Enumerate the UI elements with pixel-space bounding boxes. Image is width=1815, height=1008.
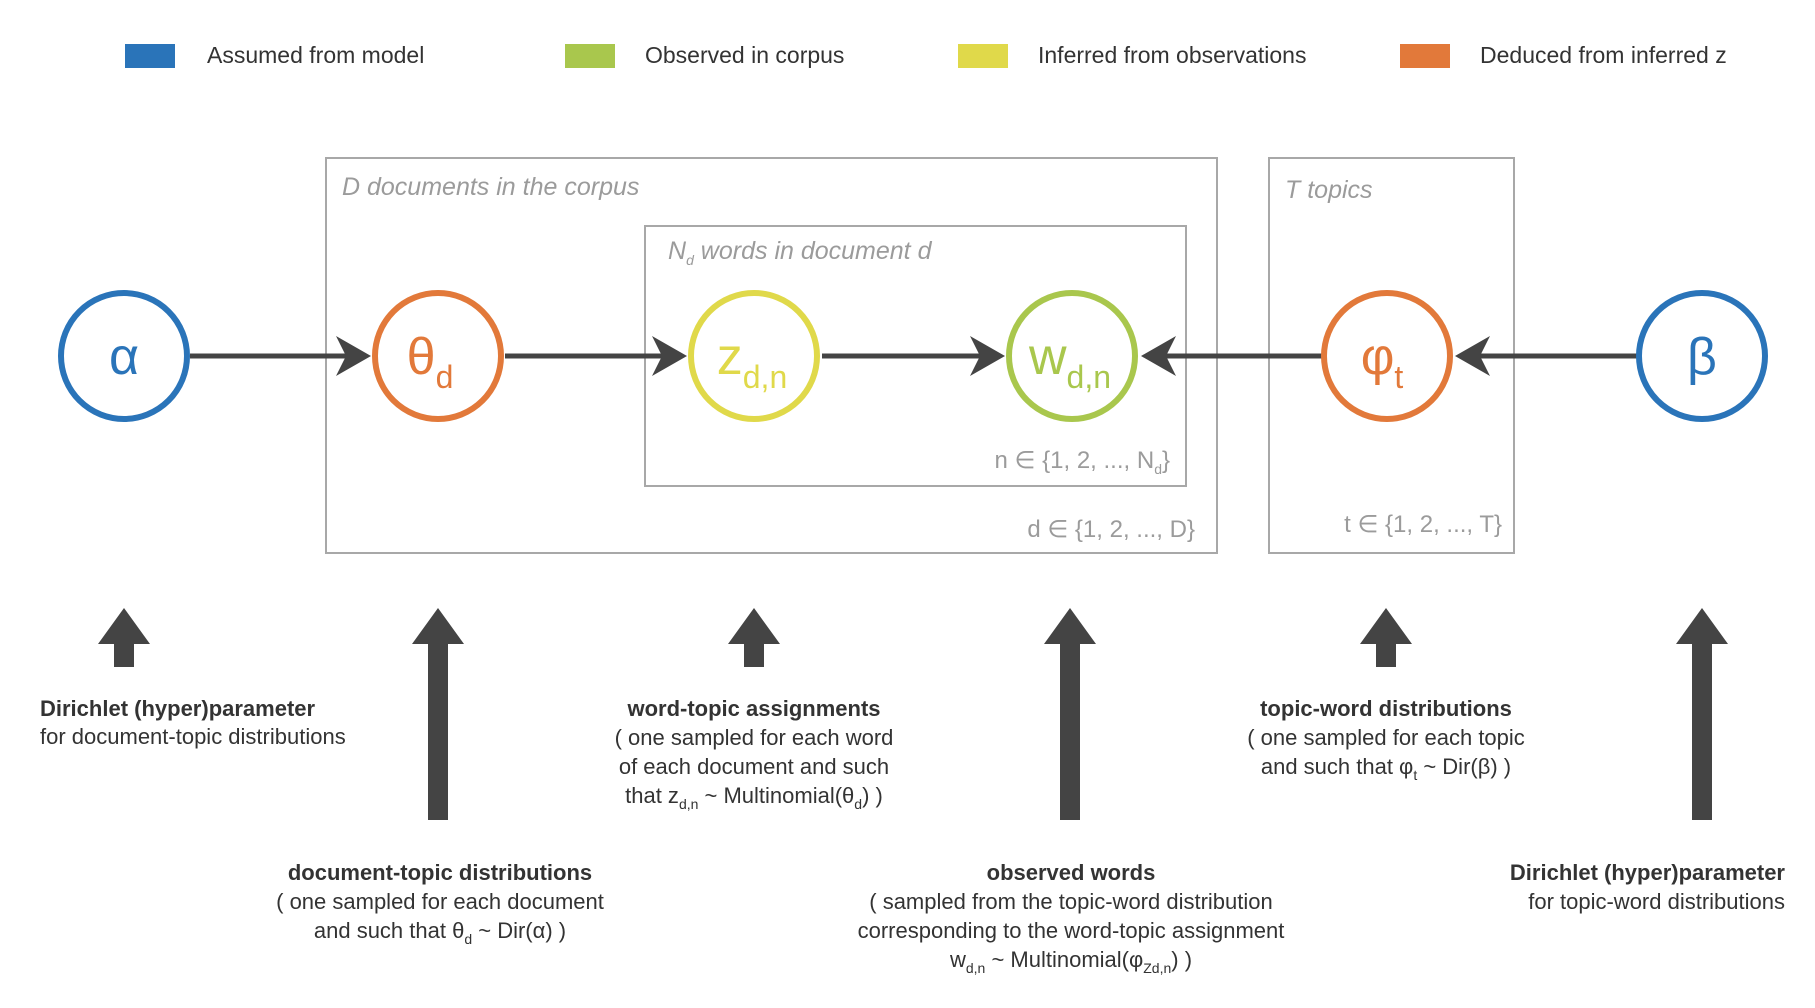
svg-text:wd,n: wd,n — [1028, 328, 1111, 395]
svg-text:and such that φt ~ Dir(β) ): and such that φt ~ Dir(β) ) — [1261, 754, 1511, 783]
svg-text:for topic-word distributions: for topic-word distributions — [1528, 889, 1785, 914]
plate-documents-title: D documents in the corpus — [342, 173, 639, 201]
plate-words-title: Nd words in document d — [668, 237, 933, 268]
svg-text:( sampled from the topic-word: ( sampled from the topic-word distributi… — [869, 889, 1273, 914]
description-w: observed words ( sampled from the topic-… — [858, 860, 1285, 976]
legend-label-assumed: Assumed from model — [207, 42, 424, 68]
description-beta: Dirichlet (hyper)parameter for topic-wor… — [1510, 860, 1786, 914]
node-z: zd,n — [688, 290, 820, 422]
svg-text:φt: φt — [1361, 328, 1404, 395]
description-theta: document-topic distributions ( one sampl… — [276, 860, 604, 947]
plate-topics-index: t ∈ {1, 2, ..., T} — [1344, 511, 1502, 538]
svg-text:document-topic distributions: document-topic distributions — [288, 860, 592, 885]
legend-label-deduced: Deduced from inferred z — [1480, 42, 1727, 68]
pointer-arrow-phi — [1360, 608, 1412, 667]
pointer-arrow-alpha — [98, 608, 150, 667]
plate-documents-index: d ∈ {1, 2, ..., D} — [1027, 516, 1195, 543]
svg-text:that zd,n ~ Multinomial(θd) ): that zd,n ~ Multinomial(θd) ) — [625, 783, 883, 812]
pointer-arrow-beta — [1676, 608, 1728, 820]
plate-words-index: n ∈ {1, 2, ..., Nd} — [995, 447, 1170, 477]
description-alpha: Dirichlet (hyper)parameter for document-… — [40, 696, 346, 749]
node-w: wd,n — [1006, 290, 1138, 422]
svg-text:of each document and such: of each document and such — [619, 754, 889, 779]
node-alpha: α — [58, 290, 190, 422]
svg-text:zd,n: zd,n — [717, 328, 787, 395]
svg-text:for document-topic distributio: for document-topic distributions — [40, 724, 346, 749]
svg-text:θd: θd — [407, 328, 454, 395]
svg-text:wd,n ~ Multinomial(φZd,n) ): wd,n ~ Multinomial(φZd,n) ) — [949, 947, 1192, 976]
svg-text:β: β — [1687, 328, 1717, 386]
svg-text:observed words: observed words — [987, 860, 1156, 885]
svg-text:Dirichlet (hyper)parameter: Dirichlet (hyper)parameter — [1510, 860, 1786, 885]
pointer-arrow-w — [1044, 608, 1096, 820]
svg-text:( one sampled for each documen: ( one sampled for each document — [276, 889, 604, 914]
svg-text:Dirichlet (hyper)parameter: Dirichlet (hyper)parameter — [40, 696, 316, 721]
legend-label-inferred: Inferred from observations — [1038, 42, 1306, 68]
legend-swatch-assumed — [125, 44, 175, 68]
svg-text:corresponding to the word-topi: corresponding to the word-topic assignme… — [858, 918, 1285, 943]
description-phi: topic-word distributions ( one sampled f… — [1247, 696, 1525, 783]
node-beta: β — [1636, 290, 1768, 422]
svg-text:topic-word distributions: topic-word distributions — [1260, 696, 1512, 721]
svg-text:( one sampled for each topic: ( one sampled for each topic — [1247, 725, 1525, 750]
node-theta: θd — [372, 290, 504, 422]
svg-text:( one sampled for each word: ( one sampled for each word — [615, 725, 894, 750]
legend: Assumed from model Observed in corpus In… — [125, 42, 1727, 68]
svg-text:and such that θd ~ Dir(α) ): and such that θd ~ Dir(α) ) — [314, 918, 566, 947]
svg-text:word-topic assignments: word-topic assignments — [626, 696, 880, 721]
node-phi: φt — [1321, 290, 1453, 422]
legend-label-observed: Observed in corpus — [645, 42, 844, 68]
svg-text:α: α — [109, 328, 139, 386]
pointer-arrow-z — [728, 608, 780, 667]
legend-swatch-observed — [565, 44, 615, 68]
description-z: word-topic assignments ( one sampled for… — [615, 696, 894, 812]
legend-swatch-deduced — [1400, 44, 1450, 68]
pointer-arrow-theta — [412, 608, 464, 820]
plate-topics-title: T topics — [1285, 176, 1373, 204]
legend-swatch-inferred — [958, 44, 1008, 68]
